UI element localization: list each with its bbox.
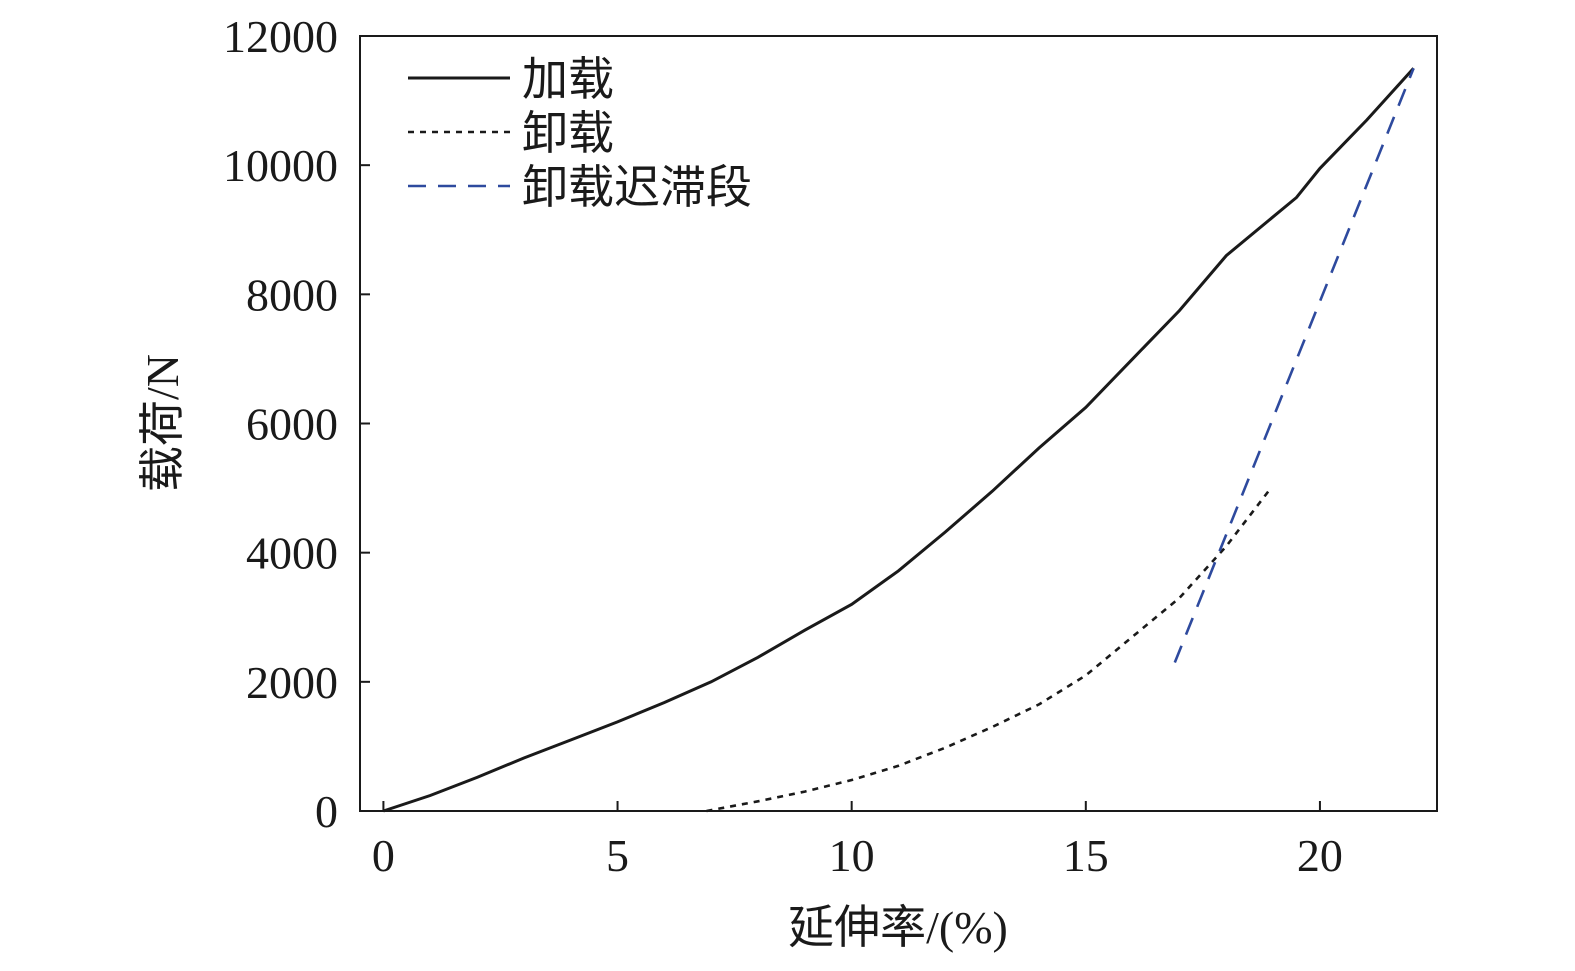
y-tick-label: 6000 bbox=[246, 399, 338, 450]
x-tick-label: 5 bbox=[606, 830, 629, 881]
y-tick-label: 10000 bbox=[223, 140, 338, 191]
y-tick-label: 4000 bbox=[246, 528, 338, 579]
series-line-1 bbox=[706, 490, 1270, 813]
x-tick-label: 15 bbox=[1063, 830, 1109, 881]
series-line-2 bbox=[1173, 67, 1415, 663]
x-tick-label: 20 bbox=[1297, 830, 1343, 881]
x-tick-label: 10 bbox=[829, 830, 875, 881]
y-tick-label: 0 bbox=[315, 786, 338, 837]
y-tick-label: 12000 bbox=[223, 11, 338, 62]
y-axis-label: 载荷/N bbox=[137, 354, 188, 492]
series-line-0 bbox=[382, 67, 1415, 813]
legend-label: 加载 bbox=[522, 54, 614, 105]
legend-label: 卸载 bbox=[522, 108, 614, 159]
y-tick-label: 2000 bbox=[246, 657, 338, 708]
legend-label: 卸载迟滞段 bbox=[522, 162, 752, 213]
x-axis-label: 延伸率/(%) bbox=[788, 902, 1008, 953]
y-tick-label: 8000 bbox=[246, 269, 338, 320]
x-tick-label: 0 bbox=[372, 830, 395, 881]
